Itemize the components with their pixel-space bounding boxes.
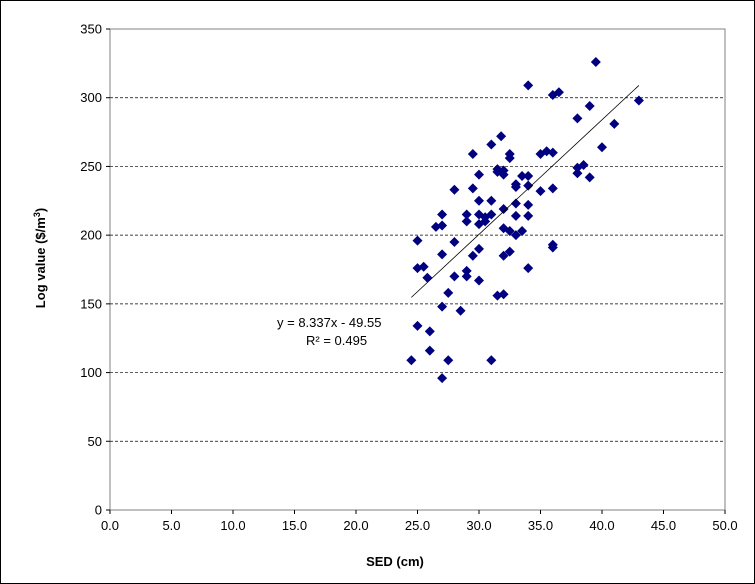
y-axis-title: Log value ($/m3) <box>32 208 48 308</box>
data-point <box>437 220 448 231</box>
data-point <box>461 209 472 220</box>
y-tick-label: 200 <box>80 228 102 243</box>
x-tick-label: 25.0 <box>405 518 430 533</box>
data-point <box>523 80 534 91</box>
x-tick-label: 30.0 <box>466 518 491 533</box>
data-point <box>449 184 460 195</box>
data-point <box>547 183 558 194</box>
data-point <box>498 250 509 261</box>
data-point <box>572 168 583 179</box>
data-point <box>523 180 534 191</box>
data-point <box>510 230 521 241</box>
x-tick-label: 45.0 <box>651 518 676 533</box>
data-point <box>474 243 484 254</box>
y-tick-label: 350 <box>80 22 102 37</box>
data-point <box>474 195 484 206</box>
data-point <box>474 275 484 286</box>
data-point <box>535 186 546 197</box>
data-point <box>523 263 534 274</box>
data-point <box>437 301 448 312</box>
data-point <box>443 287 454 298</box>
data-point <box>461 265 472 276</box>
x-tick-label: 40.0 <box>589 518 614 533</box>
data-point <box>486 195 497 206</box>
y-tick-label: 0 <box>95 503 102 518</box>
y-tick-label: 300 <box>80 90 102 105</box>
data-point <box>572 113 583 124</box>
data-point <box>424 345 435 356</box>
data-point <box>597 142 607 153</box>
y-axis-title-sup: 3 <box>32 212 42 217</box>
y-tick-label: 100 <box>80 365 102 380</box>
x-axis-title: SED (cm) <box>366 554 424 569</box>
data-point <box>498 204 509 215</box>
y-tick-label: 150 <box>80 296 102 311</box>
equation-label: y = 8.337x - 49.55 <box>277 315 381 330</box>
x-tick-label: 0.0 <box>101 518 119 533</box>
x-tick-label: 10.0 <box>220 518 245 533</box>
data-point <box>498 289 509 300</box>
data-point <box>523 171 534 182</box>
data-points <box>406 56 644 384</box>
data-point <box>443 355 454 366</box>
data-point <box>467 250 478 261</box>
data-point <box>455 305 466 316</box>
y-tick-label: 50 <box>88 434 102 449</box>
data-point <box>584 172 595 183</box>
data-point <box>633 95 644 106</box>
x-tick-label: 35.0 <box>528 518 553 533</box>
x-tick-label: 50.0 <box>712 518 737 533</box>
x-tick-label: 15.0 <box>282 518 307 533</box>
data-point <box>449 237 460 248</box>
data-point <box>412 320 423 331</box>
data-point <box>486 139 497 150</box>
data-point <box>412 235 423 246</box>
y-axis-title-main: Log value ($/m <box>33 217 48 308</box>
x-tick-label: 5.0 <box>162 518 180 533</box>
data-point <box>496 131 507 142</box>
data-point <box>609 118 620 129</box>
data-point <box>437 209 448 220</box>
data-point <box>437 373 448 384</box>
data-point <box>486 355 497 366</box>
data-point <box>418 261 429 272</box>
data-point <box>523 199 534 210</box>
data-point <box>486 209 497 220</box>
y-axis-ticks: 0 50 100 150 200 250 300 350 <box>80 22 110 518</box>
data-point <box>504 226 515 237</box>
data-point <box>510 210 521 221</box>
r2-label: R² = 0.495 <box>306 333 367 348</box>
data-point <box>517 171 528 182</box>
data-point <box>474 169 484 180</box>
x-tick-label: 20.0 <box>343 518 368 533</box>
data-point <box>590 56 601 67</box>
gridlines <box>110 97 725 442</box>
data-point <box>437 249 448 260</box>
data-point <box>510 179 521 190</box>
data-point <box>553 87 564 98</box>
data-point <box>504 246 515 257</box>
data-point <box>449 271 460 282</box>
data-point <box>424 326 435 337</box>
data-point <box>461 271 472 282</box>
data-point <box>461 216 472 227</box>
x-axis-ticks: 0.0 5.0 10.0 15.0 20.0 25.0 30.0 35.0 40.0 45.0 50… <box>101 510 738 533</box>
trendline <box>411 85 640 298</box>
data-point <box>406 355 417 366</box>
data-point <box>547 147 558 158</box>
y-axis-title-end: ) <box>33 208 48 212</box>
data-point <box>510 198 521 209</box>
data-point <box>467 183 478 194</box>
data-point <box>498 165 509 176</box>
data-point <box>578 160 589 171</box>
data-point <box>547 239 558 250</box>
data-point <box>523 210 534 221</box>
y-tick-label: 250 <box>80 159 102 174</box>
data-point <box>584 100 595 111</box>
data-point <box>504 149 515 160</box>
data-point <box>467 149 478 160</box>
data-point <box>517 226 528 237</box>
